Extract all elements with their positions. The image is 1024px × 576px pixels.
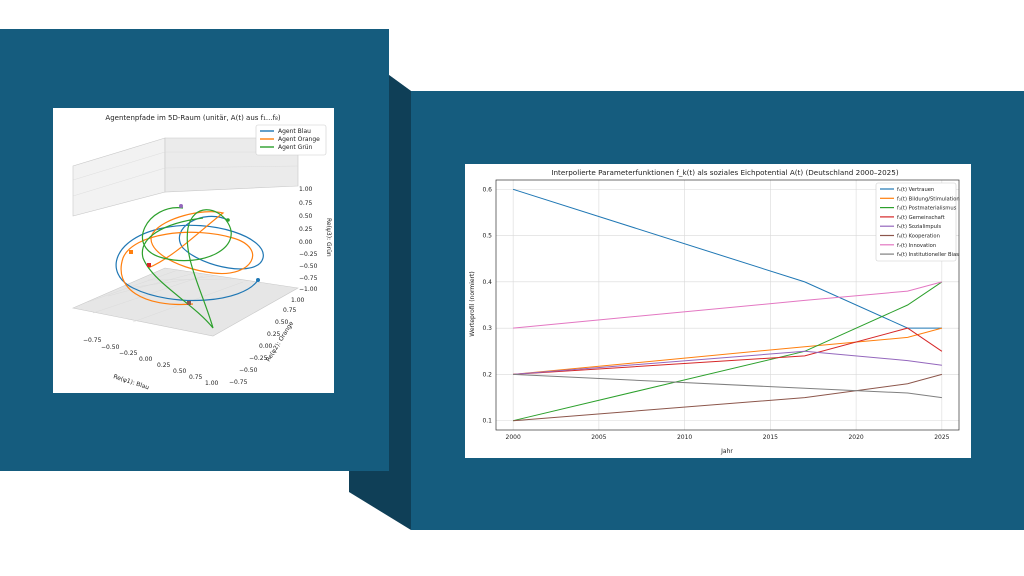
plot-lines [512, 188, 943, 422]
ztick3d: 0.50 [299, 213, 313, 220]
legend-label: f₅(t) Sozialimpuls [897, 224, 941, 230]
legend3d: Agent Blau Agent Orange Agent Grün [255, 124, 327, 156]
ytick3d: −0.75 [229, 379, 248, 386]
ytick3d: −0.50 [239, 367, 258, 374]
ztick3d: −0.50 [299, 263, 318, 270]
xtick3d: 0.00 [139, 356, 153, 363]
series-line-2 [513, 327, 943, 375]
x-axis-label: Jahr [720, 448, 733, 455]
pane-back-left [72, 137, 166, 217]
series-line-3 [512, 281, 943, 422]
legend3d-label: Agent Grün [278, 144, 313, 151]
chart3d-title: Agentenpfade im 5D-Raum (unitär, A(t) au… [105, 114, 280, 122]
series-line-6 [513, 373, 943, 422]
ztick3d: −0.25 [299, 251, 318, 258]
ztick3d: 1.00 [299, 186, 313, 193]
connector-side-face [349, 75, 411, 530]
chart-title: Interpolierte Parameterfunktionen f_k(t)… [551, 168, 898, 177]
x-tick-label: 2000 [506, 434, 521, 441]
legend-label: f₄(t) Gemeinschaft [897, 215, 945, 221]
xtick3d: −0.25 [119, 350, 138, 357]
x-tick-label: 2005 [591, 434, 606, 441]
legend-label: f₆(t) Kooperation [897, 234, 940, 240]
agent-paths-svg: Agentenpfade im 5D-Raum (unitär, A(t) au… [72, 114, 332, 391]
ytick3d: 0.50 [275, 319, 289, 326]
legend-label: f₃(t) Postmaterialismus [897, 206, 957, 212]
xtick3d: 0.50 [173, 368, 187, 375]
y-axis-label: Werteprofil (normiert) [469, 271, 476, 337]
series-line-5 [513, 350, 942, 375]
xtick3d: 0.75 [189, 374, 203, 381]
ytick3d: 0.75 [283, 307, 297, 314]
marker-red-1 [147, 263, 151, 267]
series-line-7 [513, 281, 943, 329]
trajectory-agent-blau [115, 215, 264, 302]
agent-paths-figure: Agentenpfade im 5D-Raum (unitär, A(t) au… [53, 108, 334, 393]
ztick3d: −1.00 [299, 286, 318, 293]
x-ticks: 2000 2005 2010 2015 2020 2025 [506, 434, 950, 441]
parameter-functions-figure: Interpolierte Parameterfunktionen f_k(t)… [465, 164, 971, 458]
y-ticks: 0.1 0.2 0.3 0.4 0.5 0.6 [482, 186, 492, 424]
axes3d-panes [72, 137, 299, 337]
ztick3d: 0.75 [299, 200, 313, 207]
marker-gruen-start [179, 204, 183, 208]
x-tick-label: 2020 [848, 434, 863, 441]
ztick3d: 0.25 [299, 226, 313, 233]
series-line-8 [513, 373, 942, 399]
y-tick-label: 0.3 [482, 325, 492, 332]
legend-label: f₈(t) Institutioneller Bias [897, 252, 959, 258]
zlabel3d: Re(ψ3): Grün [325, 218, 332, 257]
legend: f₁(t) Vertrauen f₂(t) Bildung/Stimulation… [875, 182, 960, 262]
xtick3d: −0.50 [101, 344, 120, 351]
plot-frame [495, 179, 960, 431]
x-tick-label: 2015 [763, 434, 778, 441]
yticks3d: −0.75 −0.50 −0.25 0.00 0.25 0.50 0.75 1.… [229, 297, 305, 386]
series-line-4 [513, 327, 943, 375]
marker-red-2 [187, 301, 191, 305]
ylabel3d: Re(ψ2): Orange [265, 320, 296, 363]
legend-label: f₁(t) Vertrauen [897, 187, 934, 193]
legend-label: f₇(t) Innovation [897, 243, 936, 249]
x-tick-label: 2010 [677, 434, 692, 441]
xticks3d: −0.75 −0.50 −0.25 0.00 0.25 0.50 0.75 1.… [83, 337, 219, 387]
ztick3d: 0.00 [299, 239, 313, 246]
legend3d-label: Agent Blau [278, 128, 311, 135]
y-tick-label: 0.5 [482, 233, 492, 240]
trajectory-agent-orange [120, 211, 254, 306]
marker-orange [129, 250, 133, 254]
ytick3d: 0.00 [259, 343, 273, 350]
xtick3d: 0.25 [157, 362, 171, 369]
y-tick-label: 0.6 [482, 186, 492, 193]
ytick3d: −0.25 [249, 355, 268, 362]
parameter-functions-svg: Interpolierte Parameterfunktionen f_k(t)… [469, 168, 960, 455]
legend-label: f₂(t) Bildung/Stimulation [897, 196, 960, 202]
legend3d-label: Agent Orange [278, 136, 320, 143]
marker-blau-start [256, 278, 260, 282]
series-line-1 [512, 188, 942, 329]
zticks3d: −1.00 −0.75 −0.50 −0.25 0.00 0.25 0.50 0… [299, 186, 318, 293]
xlabel3d: Re(ψ1): Blau [112, 373, 150, 391]
y-tick-label: 0.2 [482, 371, 492, 378]
trajectory-agent-gruen [141, 207, 232, 329]
xtick3d: −0.75 [83, 337, 102, 344]
xtick3d: 1.00 [205, 380, 219, 387]
x-tick-label: 2025 [934, 434, 949, 441]
ztick3d: −0.75 [299, 275, 318, 282]
ytick3d: 0.25 [267, 331, 281, 338]
y-tick-label: 0.1 [482, 418, 492, 425]
ytick3d: 1.00 [291, 297, 305, 304]
legend-box [875, 182, 957, 262]
y-tick-label: 0.4 [482, 279, 492, 286]
marker-gruen-mid [226, 218, 230, 222]
